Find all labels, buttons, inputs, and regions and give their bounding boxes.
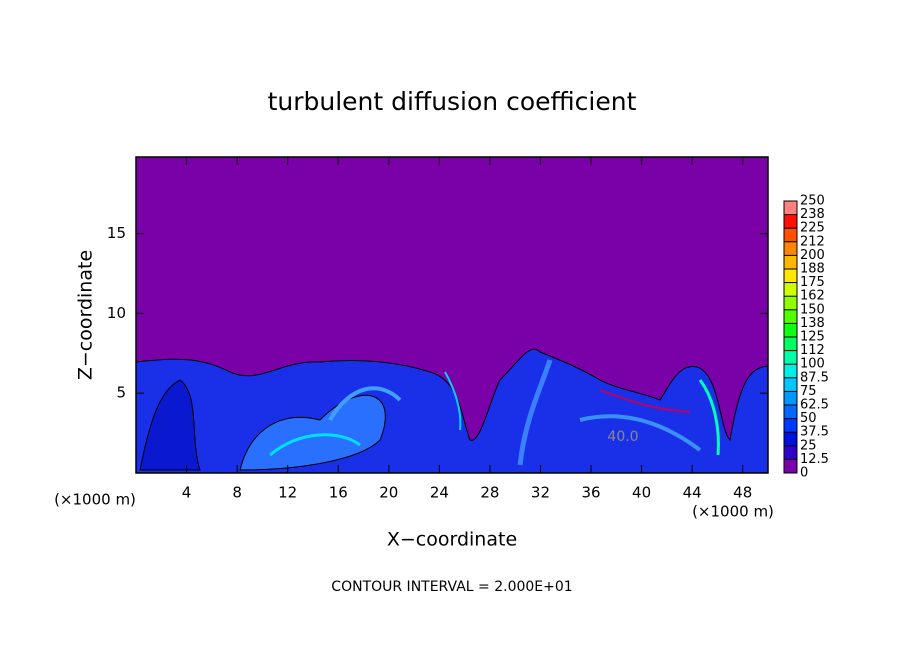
colorbar-label: 212 <box>800 234 825 249</box>
x-unit: (×1000 m) <box>692 503 774 521</box>
colorbar-band <box>784 445 797 460</box>
colorbar-label: 138 <box>800 316 825 331</box>
colorbar-band <box>784 350 797 365</box>
x-tick-label: 24 <box>430 484 449 502</box>
colorbar-band <box>784 214 797 229</box>
colorbar-band <box>784 269 797 283</box>
colorbar-label: 12.5 <box>800 452 829 467</box>
x-tick-label: 48 <box>733 484 752 502</box>
y-axis-label: Z−coordinate <box>75 250 97 380</box>
colorbar-label: 25 <box>800 438 817 453</box>
colorbar-label: 225 <box>800 221 825 236</box>
x-tick-label: 36 <box>581 484 600 502</box>
colorbar-label: 112 <box>800 343 825 358</box>
contour-label: 40.0 <box>607 429 638 445</box>
colorbar-band <box>784 391 797 405</box>
chart-title: turbulent diffusion coefficient <box>268 87 637 116</box>
x-axis-label: X−coordinate <box>387 529 517 551</box>
x-tick-label: 40 <box>632 484 651 502</box>
colorbar-band <box>784 432 797 446</box>
footnote: CONTOUR INTERVAL = 2.000E+01 <box>331 579 572 595</box>
colorbar-band <box>784 323 797 337</box>
colorbar-band <box>784 364 797 378</box>
x-tick-label: 16 <box>329 484 348 502</box>
x-tick-label: 44 <box>683 484 702 502</box>
colorbar-band <box>784 228 797 242</box>
colorbar-band <box>784 282 797 297</box>
colorbar-label: 175 <box>800 275 825 290</box>
x-tick-label: 32 <box>531 484 550 502</box>
colorbar-label: 37.5 <box>800 425 829 440</box>
x-tick-label: 8 <box>232 484 242 502</box>
field <box>135 157 769 474</box>
field-streak <box>517 359 553 466</box>
colorbar-label: 250 <box>800 194 825 209</box>
colorbar-label: 75 <box>800 384 817 399</box>
colorbar-label: 188 <box>800 262 825 277</box>
colorbar-band <box>784 405 797 419</box>
x-tick-label: 4 <box>182 484 192 502</box>
x-tick-label: 28 <box>480 484 499 502</box>
colorbar-band <box>784 241 797 256</box>
colorbar-label: 238 <box>800 207 825 222</box>
colorbar-band <box>784 418 797 433</box>
field-streak <box>579 414 702 452</box>
y-tick-label: 5 <box>116 384 126 402</box>
colorbar-band <box>784 201 797 215</box>
y-tick-label: 10 <box>107 304 126 322</box>
plot-frame <box>135 156 769 474</box>
colorbar-label: 87.5 <box>800 370 829 385</box>
colorbar-label: 0 <box>800 466 808 481</box>
colorbar-band <box>784 255 797 269</box>
colorbar-label: 150 <box>800 302 825 317</box>
colorbar-label: 125 <box>800 330 825 345</box>
colorbar-band <box>784 309 797 324</box>
colorbar-band <box>784 296 797 310</box>
colorbar-label: 62.5 <box>800 398 829 413</box>
y-tick-label: 15 <box>107 224 126 242</box>
x-tick-label: 12 <box>278 484 297 502</box>
colorbar-label: 100 <box>800 357 825 372</box>
x-tick-label: 20 <box>379 484 398 502</box>
colorbar-label: 200 <box>800 248 825 263</box>
field-streak <box>599 389 691 413</box>
field-streak <box>698 379 720 456</box>
field-streak <box>328 386 402 421</box>
colorbar-label: 162 <box>800 289 825 304</box>
y-unit: (×1000 m) <box>54 491 136 509</box>
field-region <box>139 379 201 471</box>
field-streak <box>269 433 361 457</box>
field-streak <box>444 371 462 431</box>
colorbar-label: 50 <box>800 411 817 426</box>
colorbar-band <box>784 459 797 473</box>
colorbar-band <box>784 337 797 351</box>
colorbar-band <box>784 377 797 392</box>
